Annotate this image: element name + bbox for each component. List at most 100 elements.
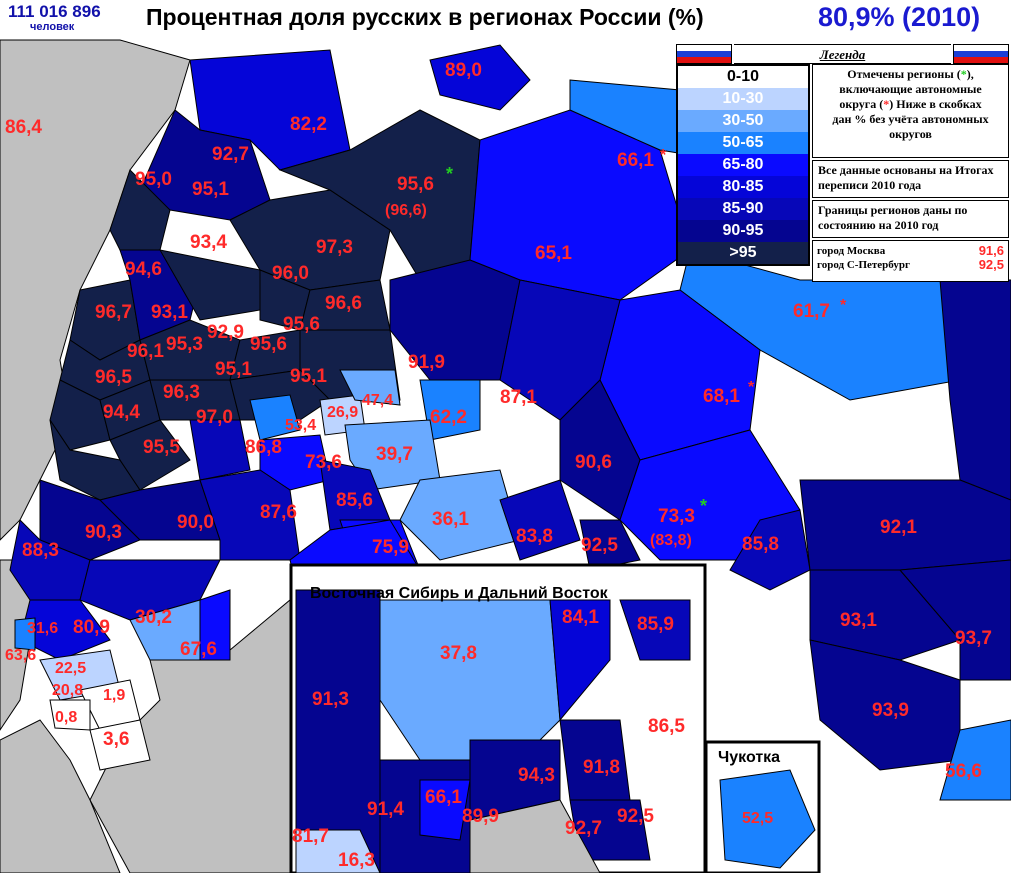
region-label: (83,8)	[650, 532, 692, 549]
region-label: 91,9	[408, 352, 445, 373]
region-label: 96,0	[272, 263, 309, 284]
region-label: 36,1	[432, 509, 469, 530]
legend-note-census: Все данные основаны на Итогах переписи 2…	[812, 160, 1009, 198]
foreign-land-kazakhstan	[89, 598, 291, 873]
region-mari	[339, 369, 401, 406]
inset-siberia-title: Восточная Сибирь и Дальний Восток	[310, 585, 609, 602]
legend-class: 50-65	[678, 132, 808, 154]
legend-class: >95	[678, 242, 808, 264]
city-value: 92,5	[978, 257, 1004, 272]
region-label: 90,0	[177, 512, 214, 533]
region-label: 22,5	[55, 660, 86, 677]
region-label: 96,5	[95, 367, 132, 388]
note-mark: *	[960, 67, 967, 81]
region-label: 90,6	[575, 452, 612, 473]
region-label: 97,0	[196, 407, 233, 428]
inset-region-label: 52,5	[742, 810, 773, 827]
region-ingushetia	[49, 699, 91, 731]
note-mark: ),	[966, 67, 974, 81]
region-label: 95,6	[283, 314, 320, 335]
legend-class: 80-85	[678, 176, 808, 198]
region-label: 67,6	[180, 639, 217, 660]
inset-region-label: 81,7	[292, 826, 329, 847]
region-label: 31,6	[27, 620, 58, 637]
map-title: Процентная доля русских в регионах Росси…	[146, 4, 704, 30]
legend-class: 85-90	[678, 198, 808, 220]
region-chechnya	[89, 719, 151, 771]
region-label: 1,9	[103, 687, 125, 704]
total-share: 80,9% (2010)	[818, 2, 981, 32]
region-label: 94,6	[125, 259, 162, 280]
region-label: 0,8	[55, 709, 77, 726]
legend: Легенда 0-10 10-30 30-50 50-65 65-80 80-85 85-…	[676, 44, 1009, 284]
note-text: Ниже в скобках	[896, 97, 982, 111]
region-penza	[259, 434, 331, 491]
region-label: 89,0	[445, 60, 482, 81]
note-text: дан % без учёта автономных	[832, 112, 989, 126]
autonomous-marker-red: *	[660, 147, 667, 164]
legend-scale: 0-10 10-30 30-50 50-65 65-80 80-85 85-90 90-95 >…	[676, 64, 810, 266]
inset-region-label: 91,3	[312, 689, 349, 710]
autonomous-marker-red: *	[748, 379, 755, 396]
population-unit: человек	[30, 21, 75, 33]
inset-region-label: 91,8	[583, 757, 620, 778]
legend-class: 10-30	[678, 88, 808, 110]
region-label: 95,6	[397, 174, 434, 195]
region-bashkortostan	[399, 469, 521, 561]
region-label: 93,7	[955, 628, 992, 649]
region-label: 82,2	[290, 114, 327, 135]
region-bryansk	[49, 379, 111, 451]
inset-chukotka-title: Чукотка	[718, 749, 780, 766]
region-label: 86,4	[5, 117, 42, 138]
region-label: 96,6	[325, 293, 362, 314]
region-label: 93,9	[872, 700, 909, 721]
region-label: 96,3	[163, 382, 200, 403]
legend-class: 30-50	[678, 110, 808, 132]
region-sverdlovsk	[559, 379, 641, 521]
region-label: 30,2	[135, 607, 172, 628]
region-label: 73,3	[658, 506, 695, 527]
region-label: 95,1	[290, 366, 327, 387]
region-label: 94,4	[103, 402, 140, 423]
region-label: 92,1	[880, 517, 917, 538]
region-label: 86,8	[245, 437, 282, 458]
city-value: 91,6	[978, 243, 1004, 258]
region-label: 88,3	[22, 540, 59, 561]
region-label: 97,3	[316, 237, 353, 258]
population-number: 111 016 896	[8, 2, 101, 21]
autonomous-marker-green: *	[446, 164, 453, 184]
region-label: 93,1	[840, 610, 877, 631]
region-label: 83,8	[516, 526, 553, 547]
region-adygea	[14, 617, 36, 651]
region-novosibirsk	[729, 509, 811, 591]
region-label: 92,7	[212, 144, 249, 165]
autonomous-marker-red: *	[840, 297, 847, 314]
russian-flag-icon	[676, 44, 732, 64]
note-text: Отмечены регионы	[847, 67, 954, 81]
inset-region-label: 84,1	[562, 607, 599, 628]
region-label: 85,6	[336, 490, 373, 511]
legend-title: Легенда	[734, 44, 951, 64]
region-label: 39,7	[376, 444, 413, 465]
region-label: 93,1	[151, 302, 188, 323]
region-label: 65,1	[535, 243, 572, 264]
region-chelyabinsk	[499, 479, 581, 561]
inset-region-label: 94,3	[518, 765, 555, 786]
region-label: (96,6)	[385, 202, 427, 219]
region-label: 62,2	[430, 407, 467, 428]
inset-region-label: 86,5	[648, 716, 685, 737]
region-label: 93,4	[190, 232, 227, 253]
city-name: город С-Петербург	[817, 259, 910, 271]
region-nenets-coast	[429, 44, 531, 111]
region-belgorod	[39, 479, 141, 561]
inset-region-label: 37,8	[440, 643, 477, 664]
inset-region-label: 89,9	[462, 806, 499, 827]
inset-siberia	[289, 563, 707, 873]
region-label: 96,1	[127, 341, 164, 362]
legend-cities: город Москва 91,6 город С-Петербург 92,5	[812, 240, 1009, 282]
note-text: включающие автономные	[839, 82, 982, 96]
region-label: 66,1	[617, 150, 654, 171]
russian-flag-icon	[953, 44, 1009, 64]
region-khakassia	[898, 559, 1011, 681]
foreign-land-south-west	[0, 719, 121, 873]
